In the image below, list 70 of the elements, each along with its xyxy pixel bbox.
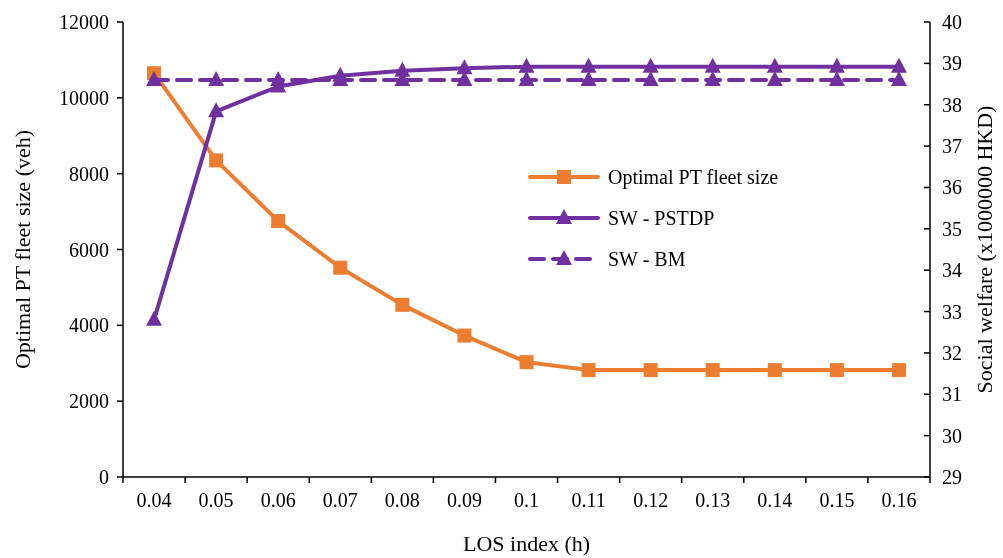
y2-tick-label: 38 [942,93,962,116]
x-tick-label: 0.1 [514,489,539,511]
point [333,260,348,275]
y2-tick-label: 37 [942,135,962,158]
point [642,57,659,73]
point [891,363,906,378]
point [828,57,845,73]
x-tick-label: 0.07 [322,489,358,511]
legend-label: Optimal PT fleet size [608,166,779,189]
point [271,214,286,229]
legend-label: SW - PSTDP [608,207,715,229]
x-tick-label: 0.15 [819,489,855,511]
point [519,355,534,370]
y-tick-label: 8000 [69,162,109,185]
point [518,57,535,73]
x-tick-label: 0.13 [695,489,731,511]
y-tick-label: 0 [99,466,109,488]
point [828,70,845,86]
y2-tick-label: 30 [942,424,962,447]
x-tick-label: 0.06 [260,489,296,511]
y2-tick-label: 36 [942,176,962,199]
point [643,363,658,378]
point [704,57,721,73]
x-tick-label: 0.09 [446,489,482,511]
legend-label: SW - BM [608,248,686,270]
x-tick-label: 0.05 [198,489,234,511]
point [890,70,907,86]
y2-tick-label: 35 [942,217,962,240]
x-tick-label: 0.16 [881,489,917,511]
point [209,153,224,168]
y2-tick-label: 40 [942,11,962,33]
point [890,57,907,73]
point [642,70,659,86]
point [767,363,782,378]
x-tick-label: 0.08 [384,489,420,511]
y2-tick-label: 29 [942,466,962,488]
point [766,70,783,86]
x-tick-label: 0.11 [571,489,606,511]
point [208,70,225,86]
point [705,363,720,378]
x-axis-title: LOS index (h) [462,531,591,556]
y-tick-label: 2000 [69,390,109,413]
point [580,57,597,73]
point [395,297,410,312]
point [208,102,225,118]
y-axis-title: Optimal PT fleet size (veh) [10,129,35,370]
x-tick-label: 0.14 [757,489,793,511]
x-tick-label: 0.12 [633,489,669,511]
point [518,70,535,86]
point [456,59,473,75]
point [146,70,163,86]
y-tick-label: 4000 [69,314,109,337]
y2-tick-label: 39 [942,52,962,75]
y2-axis-title: Social welfare (x1000000 HKD) [972,105,997,394]
point [581,363,596,378]
y2-tick-label: 31 [942,383,962,406]
point [766,57,783,73]
point [704,70,721,86]
y2-tick-label: 34 [942,259,962,282]
x-tick-label: 0.04 [136,489,172,511]
y2-tick-label: 33 [942,300,962,323]
point [580,70,597,86]
point [829,363,844,378]
point [270,70,287,86]
y-tick-label: 10000 [59,86,109,109]
y-tick-label: 12000 [59,11,109,33]
y2-tick-label: 32 [942,341,962,364]
point [457,328,472,343]
point [146,310,163,326]
y-tick-label: 6000 [69,238,109,261]
